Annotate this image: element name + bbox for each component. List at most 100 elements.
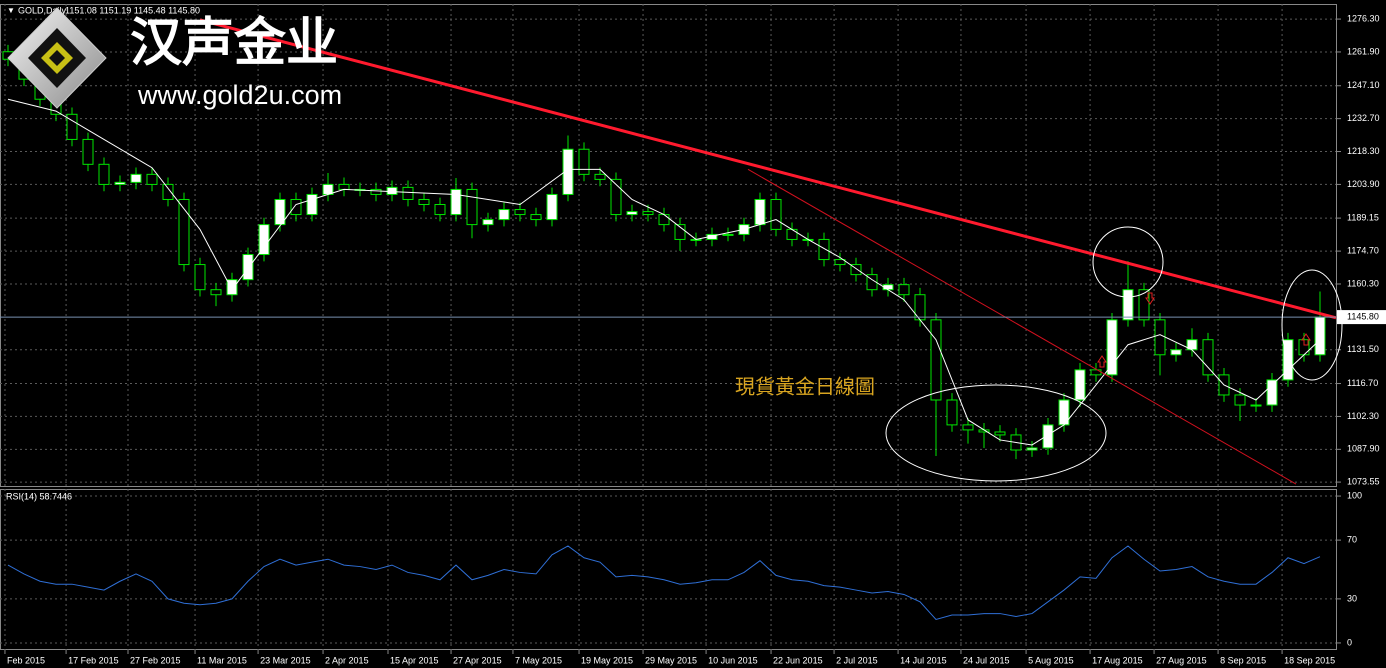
highlight-ellipse [1281, 269, 1343, 381]
candle-body [98, 163, 110, 185]
x-tick-label: 8 Sep 2015 [1220, 655, 1266, 665]
candle-body [994, 431, 1006, 436]
candle-body [1090, 369, 1102, 376]
candle-body [1026, 447, 1038, 451]
candle-body [722, 233, 734, 236]
candle-body [1250, 404, 1262, 407]
candle-body [1122, 289, 1134, 321]
y-tick-label: 30 [1347, 593, 1357, 603]
candle-body [1074, 369, 1086, 401]
candle-body [338, 183, 350, 190]
axes: Feb 2015 17 Feb 2015 27 Feb 2015 11 Mar 201… [4, 13, 1386, 665]
x-tick-label: 14 Jul 2015 [900, 655, 947, 665]
y-tick-label: 0 [1347, 637, 1352, 647]
arrow-marker [1301, 333, 1311, 346]
candle-body [1138, 289, 1150, 321]
candle-body [418, 198, 430, 206]
y-tick-label: 1232.70 [1347, 113, 1380, 123]
candle-body [562, 148, 574, 195]
x-tick-label: 10 Jun 2015 [708, 655, 758, 665]
symbol-label: GOLD,Daily [18, 5, 67, 15]
candle-body [274, 198, 286, 226]
moving-average [7, 98, 1321, 446]
rsi-panel [0, 489, 1336, 650]
candle-body [290, 198, 302, 216]
candle-body [178, 198, 190, 266]
y-tick-label: 1189.15 [1347, 212, 1379, 222]
x-tick-label: 7 May 2015 [515, 655, 562, 665]
main-frame [0, 4, 1337, 487]
x-tick-label: 23 Mar 2015 [260, 655, 311, 665]
candle-body [930, 319, 942, 401]
candle-body [642, 211, 654, 216]
x-tick-label: 18 Sep 2015 [1284, 655, 1335, 665]
candle-body [1202, 339, 1214, 376]
candle-body [1106, 319, 1118, 376]
trend-line [747, 168, 1297, 485]
candle-body [66, 113, 78, 140]
rsi-label: RSI(14) 58.7446 [6, 491, 72, 501]
candle-body [1266, 379, 1278, 406]
x-tick-label: 5 Aug 2015 [1028, 655, 1074, 665]
candle-body [194, 264, 206, 291]
arrow-marker [1097, 355, 1107, 368]
candle-body [770, 198, 782, 230]
logo-name: 汉声金业 [130, 15, 338, 73]
y-tick-label: 1247.10 [1347, 80, 1380, 90]
candle-body [1234, 394, 1246, 406]
candle-body [946, 399, 958, 426]
arrow-marker [1145, 292, 1155, 305]
candle-body [546, 193, 558, 221]
candle-body [370, 188, 382, 195]
trend-line [199, 18, 1337, 320]
candle-body [482, 219, 494, 226]
candle-body [1314, 316, 1326, 356]
y-tick-label: 1203.90 [1347, 179, 1380, 189]
candle-body [306, 193, 318, 216]
y-tick-label: 1261.90 [1347, 46, 1380, 56]
candle-body [386, 186, 398, 195]
y-tick-label: 1116.70 [1347, 378, 1378, 388]
candle-body [850, 264, 862, 276]
candle-body [450, 188, 462, 216]
candle-body [434, 204, 446, 216]
candle-body [530, 214, 542, 221]
menu-arrow: ▼ [7, 6, 15, 15]
candle-body [210, 289, 222, 296]
candle-body [674, 224, 686, 240]
candle-body [82, 138, 94, 165]
x-tick-label: 27 Aug 2015 [1156, 655, 1207, 665]
candle-body [658, 214, 670, 226]
y-tick-label: 1160.30 [1347, 278, 1379, 288]
candle-body [818, 238, 830, 261]
candle-body [866, 274, 878, 291]
x-tick-label: 2 Jul 2015 [836, 655, 878, 665]
candle-body [898, 284, 910, 296]
logo: 汉声金业 www.gold2u.com [7, 7, 342, 110]
x-tick-label: 29 May 2015 [645, 655, 697, 665]
rsi-line [7, 545, 1321, 621]
candle-body [514, 209, 526, 216]
candle-body [962, 424, 974, 431]
main-panel [0, 4, 1337, 487]
annotation: 現貨黃金日線圖 [735, 375, 875, 398]
x-tick-label: 27 Apr 2015 [453, 655, 502, 665]
candle-body [1170, 349, 1182, 356]
ohlc-label: 1151.08 1151.19 1145.48 1145.80 [65, 5, 200, 15]
x-tick-label: Feb 2015 [7, 655, 45, 665]
y-tick-label: 1102.30 [1347, 411, 1379, 421]
y-tick-label: 1073.55 [1347, 476, 1380, 486]
x-tick-label: 24 Jul 2015 [963, 655, 1010, 665]
candle-body [498, 209, 510, 221]
x-tick-label: 17 Feb 2015 [68, 655, 119, 665]
highlight-ellipse [1092, 226, 1164, 298]
candle-body [466, 188, 478, 226]
y-tick-label: 1218.30 [1347, 146, 1380, 156]
y-tick-label: 70 [1347, 534, 1357, 544]
x-tick-label: 15 Apr 2015 [390, 655, 439, 665]
candle-body [242, 254, 254, 281]
rsi-frame [0, 489, 1337, 650]
y-tick-label: 1131.50 [1347, 344, 1379, 354]
x-tick-label: 22 Jun 2015 [773, 655, 823, 665]
